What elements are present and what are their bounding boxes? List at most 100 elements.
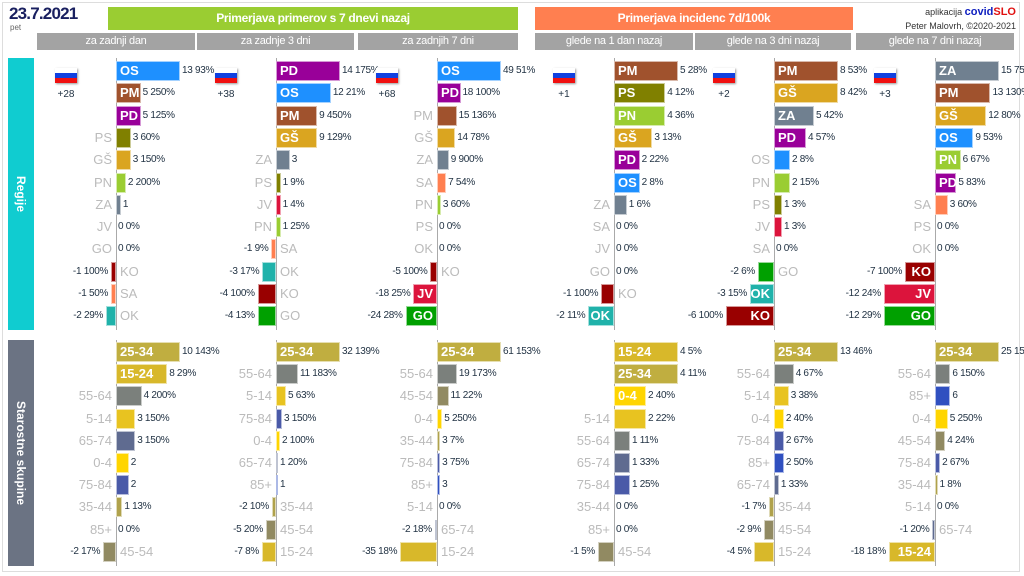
region-row-bar bbox=[588, 306, 614, 326]
subheader-5: glede na 3 dni nazaj bbox=[695, 33, 851, 50]
region-row-value: 4 57% bbox=[808, 132, 835, 143]
age-row-label: 0-4 bbox=[618, 388, 637, 403]
age-row-label: 25-34 bbox=[939, 344, 973, 359]
age-row-bar bbox=[400, 542, 437, 562]
region-row-bar bbox=[774, 83, 838, 103]
age-row-bar bbox=[888, 542, 935, 562]
region-row-value: -7 100% bbox=[866, 266, 903, 277]
region-row-label: PS bbox=[254, 175, 272, 190]
age-row-label: 5-14 bbox=[583, 411, 610, 426]
age-row-value: 3 38% bbox=[790, 390, 818, 401]
age-row-label: 65-74 bbox=[238, 455, 272, 470]
age-row-label: 35-44 bbox=[399, 433, 433, 448]
region-row-value: 0 0% bbox=[616, 221, 638, 232]
age-row-bar bbox=[116, 409, 136, 429]
region-row-label: ZA bbox=[778, 108, 796, 123]
age-row-value: -4 5% bbox=[726, 546, 752, 557]
region-row-bar bbox=[935, 150, 961, 170]
region-row-label: OS bbox=[618, 175, 637, 190]
region-row-label: ZA bbox=[416, 152, 433, 167]
region-row-value: 12 80% bbox=[988, 110, 1021, 121]
region-row-label: PM bbox=[120, 85, 140, 100]
region-row-label: JV bbox=[417, 286, 433, 301]
age-row-bar bbox=[276, 386, 286, 406]
age-row-bar bbox=[276, 453, 278, 473]
region-row-value: -3 15% bbox=[717, 288, 747, 299]
age-row-bar bbox=[103, 542, 116, 562]
region-row-bar bbox=[276, 150, 290, 170]
age-row-bar bbox=[266, 520, 276, 540]
region-row-label: JV bbox=[256, 197, 272, 212]
region-row-label: PD bbox=[618, 152, 637, 167]
region-row-bar bbox=[935, 106, 987, 126]
age-row-value: 13 46% bbox=[840, 346, 873, 357]
age-row-label: 65-74 bbox=[939, 522, 973, 537]
region-row-label: OK bbox=[280, 264, 299, 279]
region-row-bar bbox=[774, 195, 782, 215]
region-row-bar bbox=[614, 150, 640, 170]
slovenia-flag-icon bbox=[553, 68, 575, 83]
age-row-label: 55-64 bbox=[736, 366, 770, 381]
region-row-bar bbox=[116, 173, 126, 193]
region-row-value: 15 75% bbox=[1001, 65, 1024, 76]
region-row-label: SA bbox=[120, 286, 138, 301]
region-row-value: -12 29% bbox=[845, 310, 881, 321]
region-row-bar bbox=[614, 83, 666, 103]
region-row-value: 12 21% bbox=[332, 87, 365, 98]
age-row-bar bbox=[614, 409, 646, 429]
age-row-label: 15-24 bbox=[280, 544, 314, 559]
age-row-label: 35-44 bbox=[280, 499, 314, 514]
age-row-value: -35 18% bbox=[362, 546, 398, 557]
region-row-value: 0 0% bbox=[439, 221, 461, 232]
age-row-value: -2 10% bbox=[239, 501, 269, 512]
region-row-bar bbox=[935, 195, 948, 215]
age-row-label: 45-54 bbox=[399, 388, 433, 403]
flag-count: +1 bbox=[558, 89, 570, 100]
region-row-label: OK bbox=[750, 286, 771, 301]
age-row-value: -1 7% bbox=[741, 501, 767, 512]
region-row-label: PS bbox=[618, 85, 636, 100]
region-row-value: -2 6% bbox=[730, 266, 755, 277]
age-row-bar bbox=[774, 364, 794, 384]
age-row-value: 11 183% bbox=[300, 368, 337, 379]
region-row-bar bbox=[614, 61, 678, 81]
age-row-bar bbox=[614, 342, 678, 362]
age-row-bar bbox=[437, 386, 449, 406]
age-row-bar bbox=[276, 431, 280, 451]
region-row-label: SA bbox=[415, 175, 433, 190]
age-row-value: 1 bbox=[280, 479, 286, 490]
region-row-bar bbox=[774, 61, 838, 81]
region-row-label: OS bbox=[120, 63, 139, 78]
age-row-bar bbox=[935, 475, 938, 495]
region-row-label: OS bbox=[751, 152, 770, 167]
age-row-bar bbox=[276, 342, 340, 362]
age-row-label: 25-34 bbox=[618, 366, 652, 381]
age-row-bar bbox=[116, 431, 136, 451]
age-row-label: 5-14 bbox=[406, 499, 433, 514]
slovenia-flag-icon bbox=[874, 68, 896, 83]
age-row-value: 4 5% bbox=[680, 346, 702, 357]
age-row-value: 0 0% bbox=[118, 524, 140, 535]
age-row-label: 65-74 bbox=[78, 433, 112, 448]
flag-count: +2 bbox=[718, 89, 730, 100]
age-row-value: 1 11% bbox=[632, 435, 659, 446]
region-row-bar bbox=[106, 306, 116, 326]
region-row-value: 3 13% bbox=[654, 132, 682, 143]
age-row-value: 11 22% bbox=[450, 390, 483, 401]
region-row-label: GO bbox=[778, 264, 799, 279]
region-row-value: -12 24% bbox=[845, 288, 881, 299]
region-row-value: 1 3% bbox=[784, 199, 806, 210]
slovenia-flag-icon bbox=[215, 68, 237, 83]
age-row-bar bbox=[935, 386, 951, 406]
age-row-label: 85+ bbox=[587, 522, 610, 537]
region-row-bar bbox=[116, 61, 180, 81]
age-row-bar bbox=[935, 453, 941, 473]
age-row-label: 15-24 bbox=[778, 544, 812, 559]
age-row-label: 75-84 bbox=[897, 455, 931, 470]
credit-author: Peter Malovrh, ©2020-2021 bbox=[905, 21, 1016, 31]
region-row-bar bbox=[758, 262, 774, 282]
age-row-value: 6 150% bbox=[952, 368, 985, 379]
region-row-label: JV bbox=[96, 219, 112, 234]
age-row-bar bbox=[754, 542, 774, 562]
region-row-value: 5 83% bbox=[958, 177, 986, 188]
